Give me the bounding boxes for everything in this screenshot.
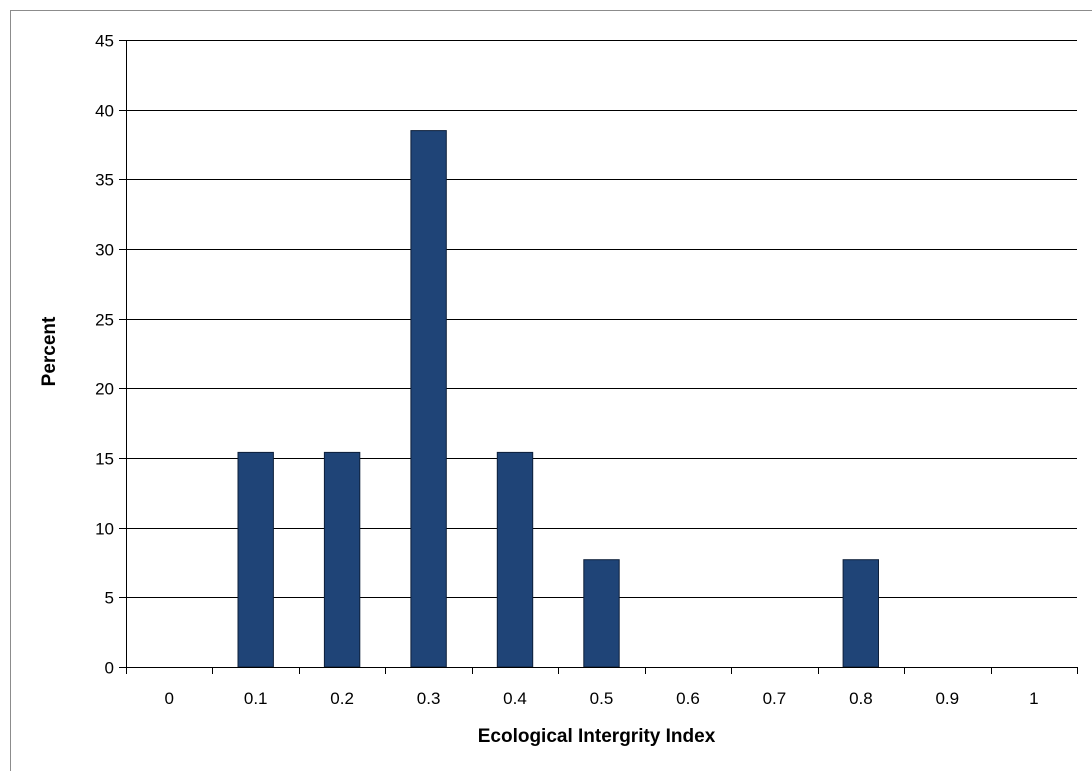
x-tick-label: 0.7 [763,689,787,708]
bars [237,130,879,668]
chart-frame [10,10,1092,771]
bar-0.5 [583,559,620,668]
x-tick-label: 0 [164,689,173,708]
y-tick-label: 15 [95,450,114,469]
bar-0.1 [237,451,274,668]
x-tick-label: 0.9 [935,689,959,708]
x-axis-title: Ecological Intergrity Index [478,726,716,747]
bar-0.2 [323,451,361,668]
axes [119,40,1078,674]
bar-0.8 [842,559,879,668]
x-tick-label: 0.3 [417,689,441,708]
y-tick-label: 10 [95,520,114,539]
x-tick-label: 0.1 [244,689,268,708]
bar-0.4 [496,451,534,668]
y-tick-label: 25 [95,311,114,330]
y-tick-label: 35 [95,171,114,190]
y-tick-label: 40 [95,102,114,121]
x-tick-label: 1 [1029,689,1038,708]
x-tick-label: 0.6 [676,689,700,708]
x-tick-label: 0.8 [849,689,873,708]
bar-0.3 [410,130,447,668]
y-axis-title: Percent [39,316,60,386]
y-tick-label: 20 [95,380,114,399]
x-tick-label: 0.4 [503,689,527,708]
y-tick-label: 45 [95,32,114,51]
y-tick-label: 5 [105,589,114,608]
x-tick-label: 0.2 [330,689,354,708]
y-tick-label: 0 [105,659,114,678]
y-tick-label: 30 [95,241,114,260]
tick-labels: 0 5 10 15 20 25 30 35 40 45 0 0.1 0.2 0.3 0.4 0.5 0.6 0.7… [95,32,1038,709]
x-tick-label: 0.5 [590,689,614,708]
